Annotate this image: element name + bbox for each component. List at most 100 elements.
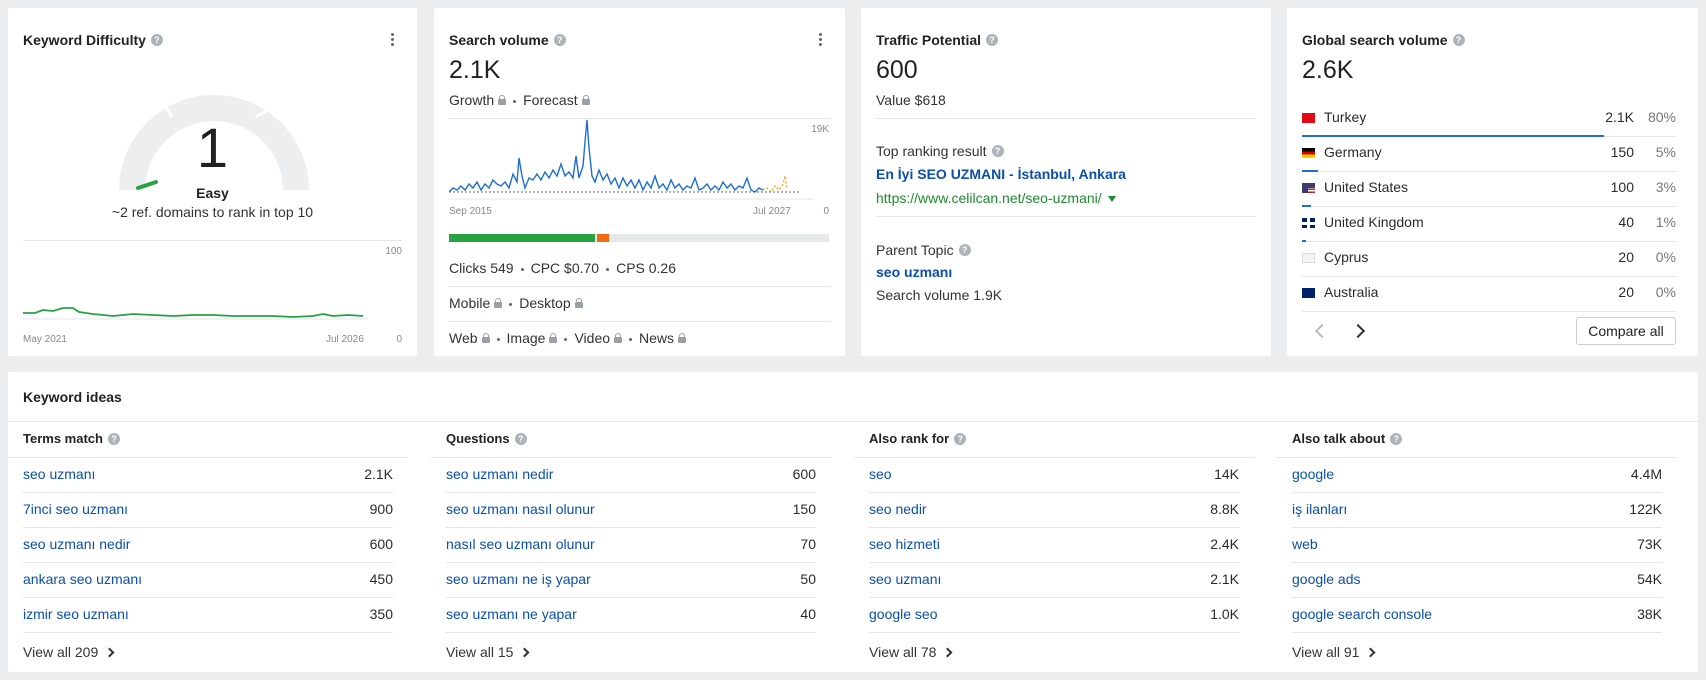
keyword-link[interactable]: web (1292, 536, 1318, 552)
country-name: United States (1324, 179, 1409, 195)
help-icon[interactable]: ? (986, 34, 999, 47)
us-flag-icon (1302, 183, 1315, 193)
top-result-url[interactable]: https://www.celilcan.net/seo-uzmani/ (876, 190, 1116, 206)
forecast-label[interactable]: Forecast (523, 92, 578, 108)
view-all-link[interactable]: View all 15 (446, 644, 530, 660)
help-icon[interactable]: ? (107, 432, 120, 445)
compare-all-button[interactable]: Compare all (1576, 317, 1676, 345)
sv-axis-max: 19K (811, 124, 829, 135)
more-options-icon[interactable] (391, 33, 395, 47)
keyword-link[interactable]: seo uzmanı nedir (446, 466, 554, 482)
lock-icon (678, 333, 687, 344)
kd-history-chart[interactable] (23, 248, 373, 328)
keyword-link[interactable]: nasıl seo uzmanı olunur (446, 536, 595, 552)
sv-history-chart[interactable] (449, 118, 819, 203)
sv-title: Search volume? (449, 32, 566, 48)
keyword-volume: 50 (800, 571, 816, 587)
cy-flag-icon (1302, 253, 1315, 263)
keyword-link[interactable]: seo hizmeti (869, 536, 940, 552)
help-icon[interactable]: ? (1452, 34, 1465, 47)
growth-label[interactable]: Growth (449, 92, 495, 108)
keyword-volume: 2.4K (1210, 536, 1239, 552)
parent-topic-label: Parent Topic? (876, 242, 971, 258)
country-share: 5% (1655, 144, 1676, 160)
divider (876, 118, 1256, 119)
divider (1277, 457, 1677, 458)
keyword-difficulty-card: Keyword Difficulty? 1 Easy ~2 ref. domai… (8, 8, 417, 356)
country-row[interactable]: Australia 20 0% (1302, 277, 1676, 312)
device-row: Mobile Desktop (449, 295, 583, 311)
keyword-link[interactable]: izmir seo uzmanı (23, 606, 129, 622)
help-icon[interactable]: ? (150, 34, 163, 47)
top-result-title[interactable]: En İyi SEO UZMANI - İstanbul, Ankara (876, 166, 1126, 182)
keyword-row: ankara seo uzmanı 450 (23, 563, 393, 598)
keyword-link[interactable]: seo uzmanı (869, 571, 942, 587)
keyword-volume: 122K (1629, 501, 1662, 517)
clicks-bar[interactable] (449, 234, 829, 242)
keyword-volume: 2.1K (1210, 571, 1239, 587)
keyword-link[interactable]: seo nedir (869, 501, 927, 517)
country-row[interactable]: United Kingdom 40 1% (1302, 207, 1676, 242)
help-icon[interactable]: ? (954, 432, 967, 445)
help-icon[interactable]: ? (1390, 432, 1403, 445)
keyword-link[interactable]: seo uzmanı nedir (23, 536, 131, 552)
keyword-link[interactable]: iş ilanları (1292, 501, 1348, 517)
keyword-row: seo uzmanı ne yapar 40 (446, 598, 816, 633)
keyword-volume: 4.4M (1630, 466, 1662, 482)
keyword-row: seo uzmanı nasıl olunur 150 (446, 493, 816, 528)
chevron-right-icon (104, 647, 115, 658)
country-share: 3% (1655, 179, 1676, 195)
keyword-volume: 54K (1637, 571, 1662, 587)
country-row[interactable]: Turkey 2.1K 80% (1302, 102, 1676, 137)
tr-flag-icon (1302, 113, 1315, 123)
help-icon[interactable]: ? (958, 244, 971, 257)
country-volume: 40 (1618, 214, 1634, 230)
prev-page-button[interactable] (1314, 323, 1330, 339)
kd-title: Keyword Difficulty? (23, 32, 163, 48)
global-search-volume-card: Global search volume? 2.6K Turkey 2.1K 80%… (1287, 8, 1698, 356)
keyword-link[interactable]: seo uzmanı nasıl olunur (446, 501, 595, 517)
lock-icon (494, 298, 503, 309)
url-dropdown-icon[interactable] (1107, 196, 1116, 203)
keyword-row: seo hizmeti 2.4K (869, 528, 1239, 563)
country-share-bar (1302, 240, 1306, 242)
more-options-icon[interactable] (819, 33, 823, 47)
lock-icon (581, 95, 590, 106)
keyword-row: izmir seo uzmanı 350 (23, 598, 393, 633)
keyword-ideas-card: Keyword ideas (8, 372, 1698, 672)
help-icon[interactable]: ? (991, 145, 1004, 158)
lock-icon (481, 333, 490, 344)
keyword-link[interactable]: google (1292, 466, 1335, 482)
keyword-link[interactable]: google search console (1292, 606, 1433, 622)
country-row[interactable]: Germany 150 5% (1302, 137, 1676, 172)
help-icon[interactable]: ? (553, 34, 566, 47)
keyword-link[interactable]: google ads (1292, 571, 1361, 587)
keyword-link[interactable]: seo uzmanı ne iş yapar (446, 571, 591, 587)
search-volume-card: Search volume? 2.1K Growth Forecast 19K S… (434, 8, 845, 356)
chevron-right-icon (520, 647, 530, 658)
keyword-volume: 2.1K (364, 466, 393, 482)
keyword-ideas-title: Keyword ideas (23, 389, 122, 405)
kd-axis-max: 100 (385, 246, 402, 257)
view-all-link[interactable]: View all 91 (1292, 644, 1376, 660)
au-flag-icon (1302, 288, 1315, 298)
country-row[interactable]: United States 100 3% (1302, 172, 1676, 207)
divider (431, 457, 831, 458)
divider (23, 240, 402, 241)
country-row[interactable]: Cyprus 20 0% (1302, 242, 1676, 277)
keyword-link[interactable]: seo uzmanı ne yapar (446, 606, 577, 622)
help-icon[interactable]: ? (514, 432, 527, 445)
keyword-link[interactable]: 7inci seo uzmanı (23, 501, 129, 517)
keyword-link[interactable]: seo uzmanı (23, 466, 96, 482)
next-page-button[interactable] (1350, 323, 1366, 339)
country-volume: 100 (1610, 179, 1634, 195)
view-all-link[interactable]: View all 209 (23, 644, 115, 660)
parent-topic-keyword[interactable]: seo uzmanı (876, 264, 953, 280)
keyword-link[interactable]: google seo (869, 606, 938, 622)
divider (876, 216, 1256, 217)
sv-value: 2.1K (449, 56, 501, 84)
keyword-link[interactable]: ankara seo uzmanı (23, 571, 143, 587)
view-all-link[interactable]: View all 78 (869, 644, 953, 660)
keyword-link[interactable]: seo (869, 466, 892, 482)
divider (8, 457, 408, 458)
